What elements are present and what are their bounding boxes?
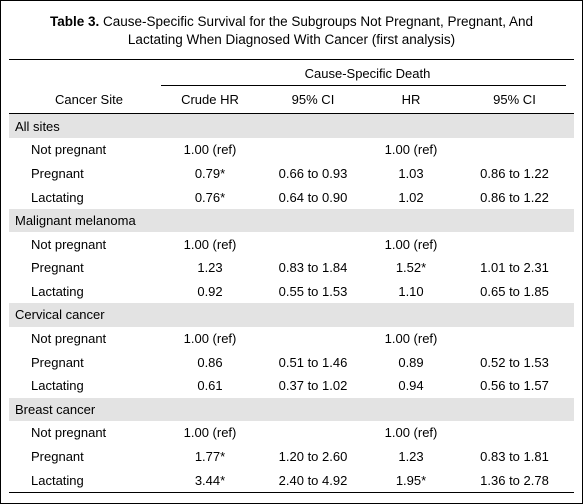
cell-hr: 1.02 — [367, 185, 455, 209]
cell-hr: 1.03 — [367, 162, 455, 186]
cell-crude_hr: 1.00 (ref) — [161, 232, 259, 256]
group-label: Malignant melanoma — [9, 209, 161, 233]
cell-crude_hr: 3.44* — [161, 468, 259, 492]
cell-crude_hr: 1.77* — [161, 445, 259, 469]
cell-ci1: 0.51 to 1.46 — [259, 350, 367, 374]
cell-crude_hr: 0.86 — [161, 350, 259, 374]
cell-hr: 1.10 — [367, 280, 455, 304]
group-pad — [161, 114, 259, 138]
group-label: Cervical cancer — [9, 303, 161, 327]
group-pad — [455, 398, 574, 422]
row-label: Not pregnant — [9, 138, 161, 162]
cell-crude_hr: 1.00 (ref) — [161, 138, 259, 162]
cell-crude_hr: 0.61 — [161, 374, 259, 398]
group-pad — [259, 114, 367, 138]
group-pad — [161, 303, 259, 327]
group-pad — [367, 114, 455, 138]
cell-ci2: 0.86 to 1.22 — [455, 162, 574, 186]
group-pad — [455, 303, 574, 327]
cell-ci1: 0.37 to 1.02 — [259, 374, 367, 398]
row-label: Not pregnant — [9, 327, 161, 351]
group-pad — [259, 209, 367, 233]
cell-ci1: 0.83 to 1.84 — [259, 256, 367, 280]
cell-hr: 1.52* — [367, 256, 455, 280]
col-hr: HR — [367, 86, 455, 113]
cell-ci2: 0.65 to 1.85 — [455, 280, 574, 304]
cell-ci1: 2.40 to 4.92 — [259, 468, 367, 492]
cell-ci2 — [455, 232, 574, 256]
group-pad — [367, 303, 455, 327]
row-label: Lactating — [9, 185, 161, 209]
col-site: Cancer Site — [9, 86, 161, 113]
cell-ci1: 0.55 to 1.53 — [259, 280, 367, 304]
table-title-prefix: Table 3. — [50, 14, 99, 29]
row-label: Not pregnant — [9, 421, 161, 445]
cell-ci1 — [259, 138, 367, 162]
cell-ci1: 0.64 to 0.90 — [259, 185, 367, 209]
row-label: Lactating — [9, 468, 161, 492]
cell-crude_hr: 1.00 (ref) — [161, 327, 259, 351]
group-pad — [161, 398, 259, 422]
cell-ci2 — [455, 421, 574, 445]
cell-crude_hr: 0.79* — [161, 162, 259, 186]
cell-hr: 1.00 (ref) — [367, 421, 455, 445]
group-label: Breast cancer — [9, 398, 161, 422]
group-pad — [455, 114, 574, 138]
cell-ci2: 0.52 to 1.53 — [455, 350, 574, 374]
cell-ci2: 1.36 to 2.78 — [455, 468, 574, 492]
cell-ci2: 0.83 to 1.81 — [455, 445, 574, 469]
group-pad — [367, 209, 455, 233]
cell-ci2: 0.56 to 1.57 — [455, 374, 574, 398]
table-body: All sitesNot pregnant1.00 (ref)1.00 (ref… — [9, 114, 574, 492]
cell-crude_hr: 1.23 — [161, 256, 259, 280]
column-header: Cause-Specific Death Cancer Site Crude H… — [9, 60, 574, 113]
cell-hr: 1.00 (ref) — [367, 138, 455, 162]
cell-hr: 0.94 — [367, 374, 455, 398]
cell-ci2 — [455, 138, 574, 162]
table-title-text: Cause-Specific Survival for the Subgroup… — [99, 14, 533, 47]
cell-ci1 — [259, 421, 367, 445]
col-ci2: 95% CI — [455, 86, 574, 113]
row-label: Not pregnant — [9, 232, 161, 256]
group-pad — [455, 209, 574, 233]
row-label: Pregnant — [9, 162, 161, 186]
cell-ci1 — [259, 327, 367, 351]
row-label: Lactating — [9, 280, 161, 304]
cell-ci2 — [455, 327, 574, 351]
cell-hr: 1.95* — [367, 468, 455, 492]
cell-ci1 — [259, 232, 367, 256]
cell-ci2: 1.01 to 2.31 — [455, 256, 574, 280]
cell-hr: 1.00 (ref) — [367, 232, 455, 256]
group-pad — [161, 209, 259, 233]
col-ci1: 95% CI — [259, 86, 367, 113]
row-label: Pregnant — [9, 350, 161, 374]
row-label: Pregnant — [9, 256, 161, 280]
cell-crude_hr: 0.76* — [161, 185, 259, 209]
cell-hr: 1.00 (ref) — [367, 327, 455, 351]
cell-ci1: 1.20 to 2.60 — [259, 445, 367, 469]
cell-hr: 1.23 — [367, 445, 455, 469]
group-pad — [259, 398, 367, 422]
table-3-container: Table 3. Cause-Specific Survival for the… — [0, 0, 583, 504]
group-pad — [259, 303, 367, 327]
cell-crude_hr: 0.92 — [161, 280, 259, 304]
cell-hr: 0.89 — [367, 350, 455, 374]
col-crude-hr: Crude HR — [161, 86, 259, 113]
spanner-label: Cause-Specific Death — [305, 66, 431, 81]
cell-ci1: 0.66 to 0.93 — [259, 162, 367, 186]
row-label: Pregnant — [9, 445, 161, 469]
cell-ci2: 0.86 to 1.22 — [455, 185, 574, 209]
bottom-rule — [9, 492, 574, 493]
group-label: All sites — [9, 114, 161, 138]
row-label: Lactating — [9, 374, 161, 398]
table-title: Table 3. Cause-Specific Survival for the… — [25, 13, 558, 49]
cell-crude_hr: 1.00 (ref) — [161, 421, 259, 445]
group-pad — [367, 398, 455, 422]
